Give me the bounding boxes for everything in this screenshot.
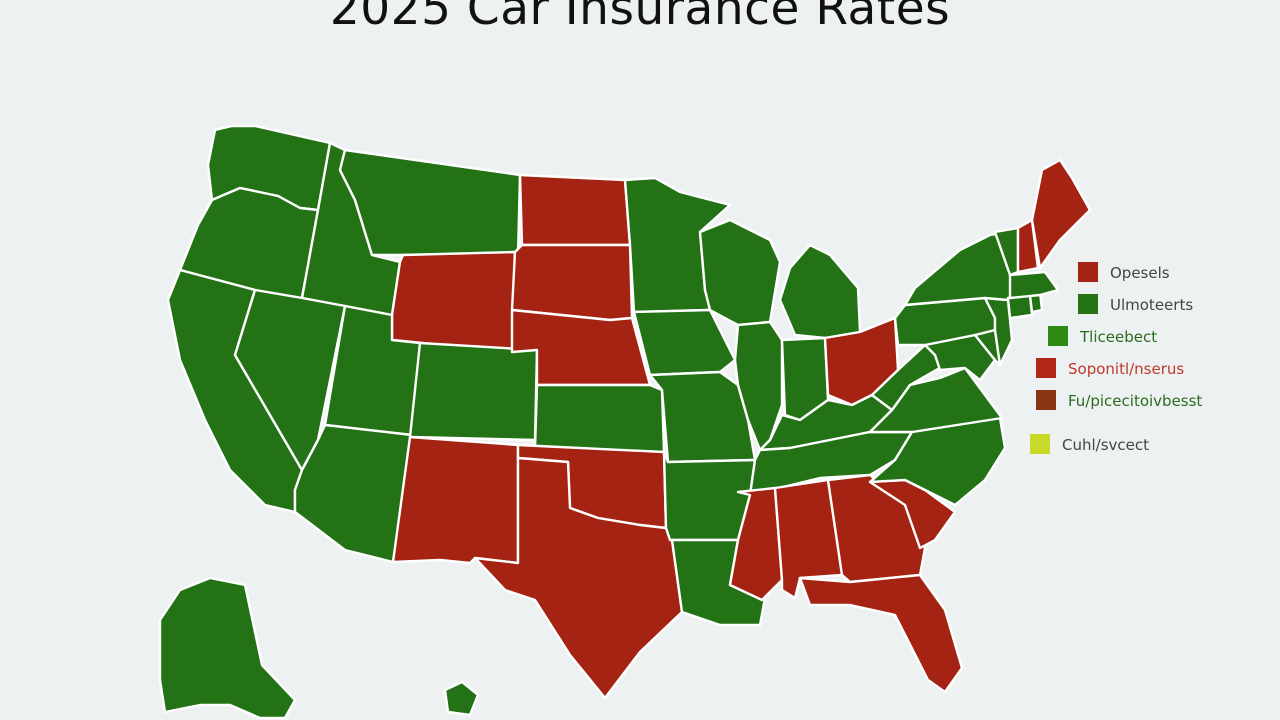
legend-swatch <box>1036 390 1056 410</box>
legend-swatch <box>1036 358 1056 378</box>
state-alaska <box>158 576 297 720</box>
legend-swatch <box>1030 434 1050 454</box>
legend-label: Cuhl/svcect <box>1062 436 1150 454</box>
legend-label: Tliceebect <box>1080 328 1158 346</box>
state-kansas <box>533 383 666 454</box>
state-colorado <box>408 341 539 442</box>
state-florida <box>798 573 964 694</box>
legend-label: Fu/picecitoivbesst <box>1068 392 1203 410</box>
state-wisconsin <box>698 218 782 327</box>
state-north-dakota <box>518 173 632 247</box>
map-title: 2025 Car Insurance Rates <box>329 0 951 36</box>
state-hawaii <box>443 680 480 717</box>
legend-swatch <box>1078 262 1098 282</box>
legend-label: Soponitl/nserus <box>1068 360 1185 378</box>
state-massachusetts <box>1008 270 1060 300</box>
legend-label: Opesels <box>1110 264 1170 282</box>
state-south-dakota <box>510 243 634 322</box>
state-north-carolina <box>868 416 1007 507</box>
state-maine <box>1030 158 1092 270</box>
state-iowa <box>632 308 737 377</box>
state-tennessee <box>748 430 914 497</box>
legend-swatch <box>1078 294 1098 314</box>
legend-label: Ulmoteerts <box>1110 296 1194 314</box>
state-texas <box>473 456 684 700</box>
state-montana <box>338 148 522 257</box>
state-new-mexico <box>391 435 520 565</box>
state-new-york <box>903 230 1014 307</box>
legend-swatch <box>1048 326 1068 346</box>
state-missouri <box>648 370 757 464</box>
state-michigan <box>778 243 862 340</box>
state-wyoming <box>390 250 517 354</box>
